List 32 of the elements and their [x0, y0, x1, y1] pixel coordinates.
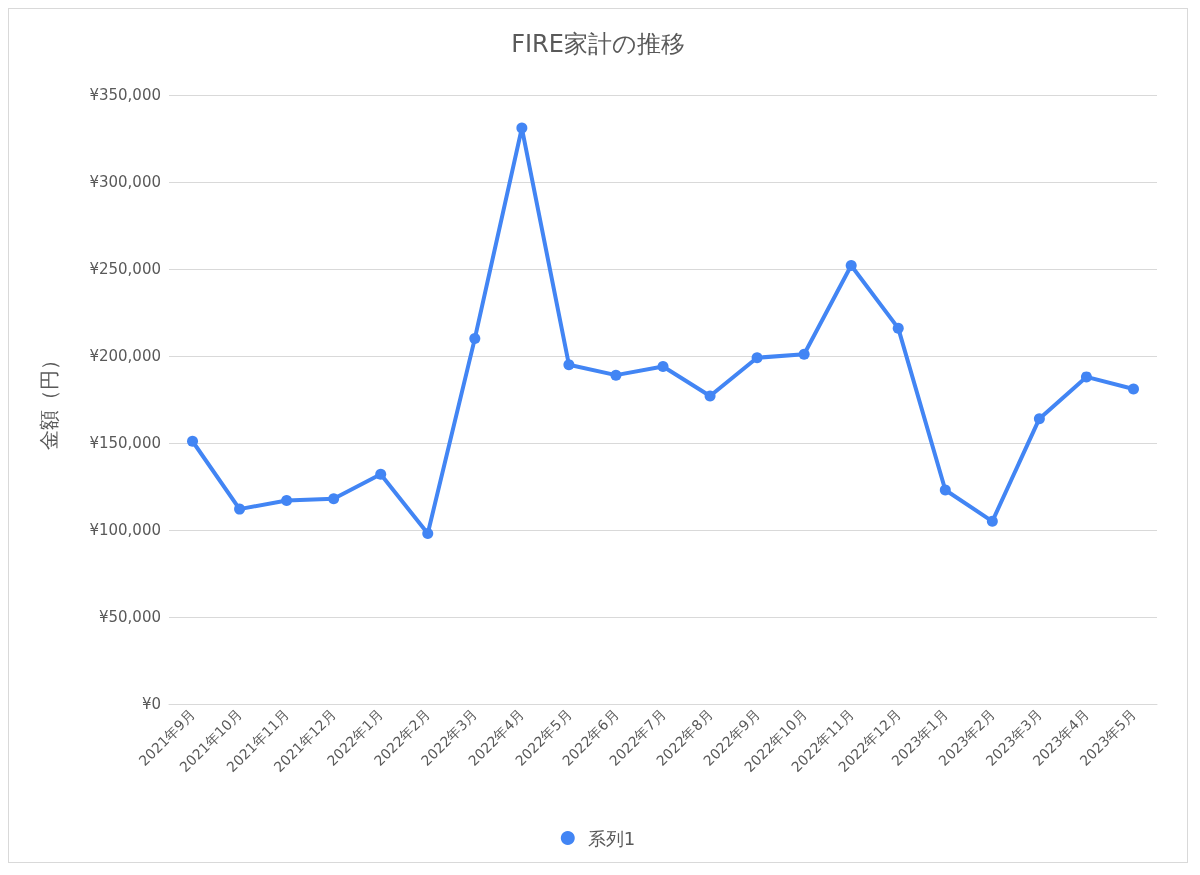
point [1080, 371, 1092, 383]
point [798, 348, 810, 360]
point [657, 360, 669, 372]
point [751, 352, 763, 364]
chart-title: FIRE家計の推移 [511, 30, 685, 58]
point [281, 494, 293, 506]
point [234, 503, 246, 515]
point [469, 333, 481, 345]
y-tick-label: ¥350,000 [89, 86, 161, 104]
legend-label: 系列1 [587, 827, 636, 849]
point [422, 527, 434, 539]
point [516, 122, 528, 134]
y-tick-label: ¥50,000 [98, 608, 161, 626]
point [986, 515, 998, 527]
point [610, 369, 622, 381]
point [187, 435, 199, 447]
y-tick-label: ¥150,000 [89, 434, 161, 452]
y-tick-label: ¥250,000 [89, 260, 161, 278]
y-tick-label: ¥100,000 [89, 521, 161, 539]
y-tick-label: ¥200,000 [89, 347, 161, 365]
point [845, 260, 857, 272]
y-axis-title: 金額（円） [37, 349, 61, 450]
point [328, 493, 340, 505]
y-tick-label: ¥300,000 [89, 173, 161, 191]
point [892, 322, 904, 334]
point [939, 484, 951, 496]
point [704, 390, 716, 402]
point [375, 468, 387, 480]
point [1033, 413, 1045, 425]
point [1127, 383, 1139, 395]
point [563, 359, 575, 371]
y-tick-label: ¥0 [141, 695, 161, 713]
